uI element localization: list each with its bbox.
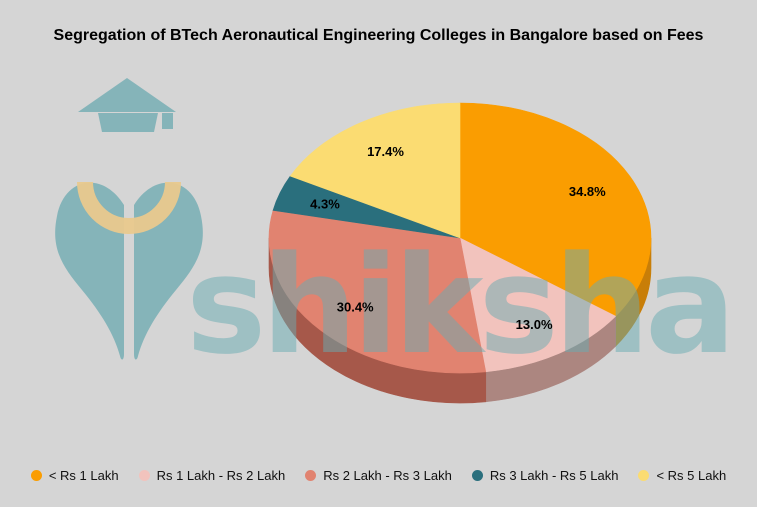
legend-label: Rs 2 Lakh - Rs 3 Lakh xyxy=(323,468,452,483)
pie-percentage-label: 17.4% xyxy=(367,144,404,159)
graduation-cap-tassel xyxy=(162,113,173,129)
pie-slice xyxy=(459,102,652,317)
chart-title: Segregation of BTech Aeronautical Engine… xyxy=(53,27,704,44)
pie-percentage-label: 4.3% xyxy=(310,197,340,212)
graduation-cap-band xyxy=(98,113,158,132)
legend-item: Rs 3 Lakh - Rs 5 Lakh xyxy=(471,468,619,483)
watermark-text: shiksha xyxy=(186,227,731,384)
pie-percentage-label: 30.4% xyxy=(337,300,374,315)
pie-slice xyxy=(289,102,461,239)
legend-swatch-icon xyxy=(471,470,483,481)
pie-slice xyxy=(459,237,617,373)
legend-item: < Rs 1 Lakh xyxy=(30,468,119,483)
pie-data-labels: 34.8% 13.0% 30.4% 4.3% 17.4% xyxy=(310,144,606,332)
legend-label: < Rs 5 Lakh xyxy=(656,468,727,483)
legend-item: < Rs 5 Lakh xyxy=(638,468,726,483)
legend-label: Rs 3 Lakh - Rs 5 Lakh xyxy=(489,468,619,483)
chart-legend: < Rs 1 Lakh Rs 1 Lakh - Rs 2 Lakh Rs 2 Lak… xyxy=(0,468,757,483)
legend-swatch-icon xyxy=(305,470,317,481)
graduation-cap-icon xyxy=(78,78,176,112)
legend-label: Rs 1 Lakh - Rs 2 Lakh xyxy=(156,468,286,483)
pie-percentage-label: 34.8% xyxy=(569,184,606,199)
shiksha-logo-icon xyxy=(55,78,203,360)
legend-swatch-icon xyxy=(30,470,42,481)
pie-percentage-label: 13.0% xyxy=(516,317,553,332)
legend-item: Rs 1 Lakh - Rs 2 Lakh xyxy=(138,468,286,483)
legend-swatch-icon xyxy=(138,470,150,481)
pie-slice xyxy=(268,210,487,374)
legend-swatch-icon xyxy=(638,470,650,481)
logo-collar-arc xyxy=(77,181,181,234)
legend-label: < Rs 1 Lakh xyxy=(48,468,119,483)
pie-slices-group xyxy=(268,102,652,374)
legend-item: Rs 2 Lakh - Rs 3 Lakh xyxy=(305,468,452,483)
